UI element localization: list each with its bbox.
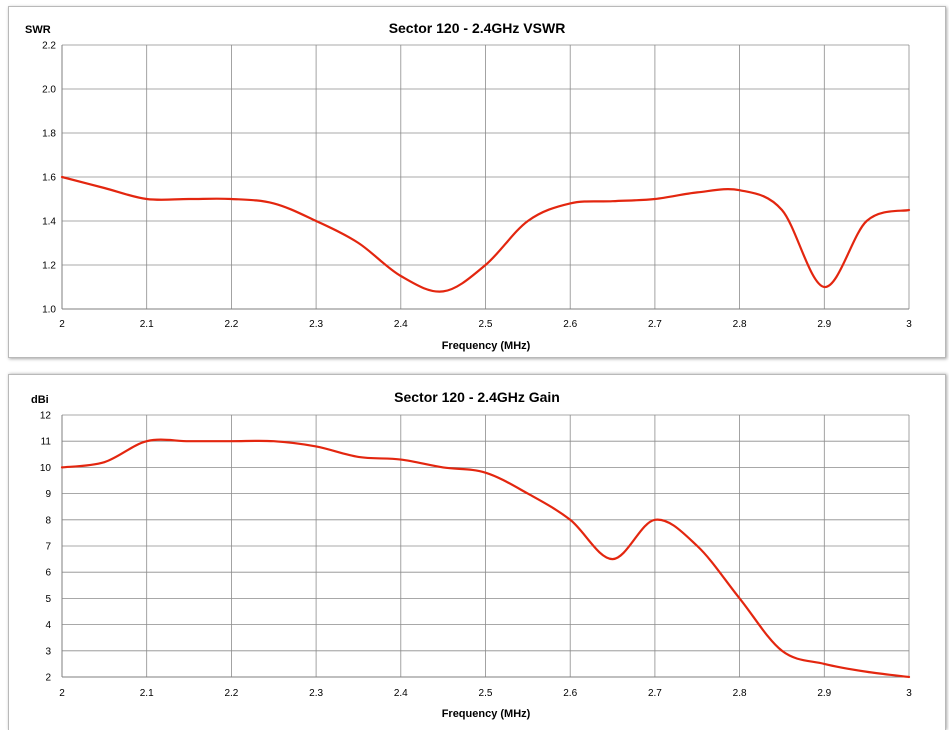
gain-x-tick-label: 2.2 [224, 688, 238, 699]
vswr-tick-labels: 2 2.1 2.2 2.3 2.4 2.5 2.6 2.7 2.8 2.9 3 1.0 1.2 1.4 1.… [42, 41, 912, 331]
gain-grid [61, 414, 910, 678]
vswr-y-tick-label: 1.0 [42, 305, 56, 316]
vswr-y-tick-label: 1.8 [42, 129, 56, 140]
gain-y-axis-title: dBi [31, 394, 49, 406]
gain-y-tick-label: 8 [45, 515, 51, 526]
gain-y-tick-label: 6 [45, 568, 51, 579]
gain-x-tick-label: 2.5 [479, 688, 493, 699]
vswr-y-tick-label: 1.4 [42, 217, 56, 228]
gain-x-tick-label: 2.7 [648, 688, 662, 699]
vswr-x-tick-label: 2.2 [224, 319, 238, 330]
vswr-x-tick-label: 2.1 [140, 319, 154, 330]
gain-y-tick-label: 11 [41, 437, 52, 448]
gain-x-tick-label: 2.8 [733, 688, 747, 699]
gain-x-tick-label: 2.9 [817, 688, 831, 699]
vswr-x-tick-label: 2 [59, 319, 65, 330]
gain-y-tick-label: 3 [45, 646, 51, 657]
gain-y-tick-label: 12 [40, 411, 52, 422]
gain-x-axis-title: Frequency (MHz) [442, 708, 531, 720]
vswr-x-tick-label: 2.8 [733, 319, 747, 330]
vswr-y-tick-label: 1.2 [42, 261, 56, 272]
vswr-x-tick-label: 2.4 [394, 319, 408, 330]
vswr-x-tick-label: 2.9 [817, 319, 831, 330]
vswr-chart-title: Sector 120 - 2.4GHz VSWR [389, 20, 566, 36]
gain-x-tick-label: 2.3 [309, 688, 323, 699]
vswr-chart-panel: 2 2.1 2.2 2.3 2.4 2.5 2.6 2.7 2.8 2.9 3 1.0 1.2 1.4 1.… [8, 6, 946, 358]
gain-y-tick-label: 5 [45, 594, 51, 605]
vswr-series [60, 175, 911, 293]
gain-x-tick-label: 2.4 [394, 688, 408, 699]
gain-y-tick-label: 9 [45, 489, 51, 500]
vswr-x-tick-label: 2.6 [563, 319, 577, 330]
vswr-x-tick-label: 2.5 [479, 319, 493, 330]
vswr-x-tick-label: 2.3 [309, 319, 323, 330]
gain-y-tick-label: 2 [45, 673, 51, 684]
vswr-y-axis-title: SWR [25, 24, 51, 36]
gain-x-tick-label: 3 [906, 688, 912, 699]
gain-axes [61, 415, 909, 678]
gain-tick-labels: 2 2.1 2.2 2.3 2.4 2.5 2.6 2.7 2.8 2.9 3 2 3 4 5 6 7 8 9 10 1… [40, 411, 912, 700]
vswr-y-tick-label: 1.6 [42, 173, 56, 184]
gain-chart-panel: 2 2.1 2.2 2.3 2.4 2.5 2.6 2.7 2.8 2.9 3 2 3 4 5 6 7 8 9 10 1… [8, 374, 946, 730]
gain-x-tick-label: 2.1 [140, 688, 154, 699]
gain-chart-title: Sector 120 - 2.4GHz Gain [394, 389, 560, 405]
vswr-x-axis-title: Frequency (MHz) [442, 340, 531, 352]
vswr-y-tick-label: 2.2 [42, 41, 56, 52]
gain-chart: 2 2.1 2.2 2.3 2.4 2.5 2.6 2.7 2.8 2.9 3 2 3 4 5 6 7 8 9 10 1… [31, 389, 912, 720]
vswr-series-line [60, 175, 911, 293]
gain-series [60, 438, 911, 679]
vswr-y-tick-label: 2.0 [42, 85, 56, 96]
vswr-x-tick-label: 2.7 [648, 319, 662, 330]
vswr-chart: 2 2.1 2.2 2.3 2.4 2.5 2.6 2.7 2.8 2.9 3 1.0 1.2 1.4 1.… [25, 20, 912, 352]
gain-x-tick-label: 2.6 [563, 688, 577, 699]
gain-series-line [60, 438, 911, 679]
gain-x-tick-label: 2 [59, 688, 65, 699]
gain-y-tick-label: 4 [45, 620, 51, 631]
vswr-x-tick-label: 3 [906, 319, 912, 330]
gain-y-tick-label: 10 [40, 463, 52, 474]
vswr-grid [61, 44, 910, 310]
gain-y-tick-label: 7 [45, 542, 51, 553]
